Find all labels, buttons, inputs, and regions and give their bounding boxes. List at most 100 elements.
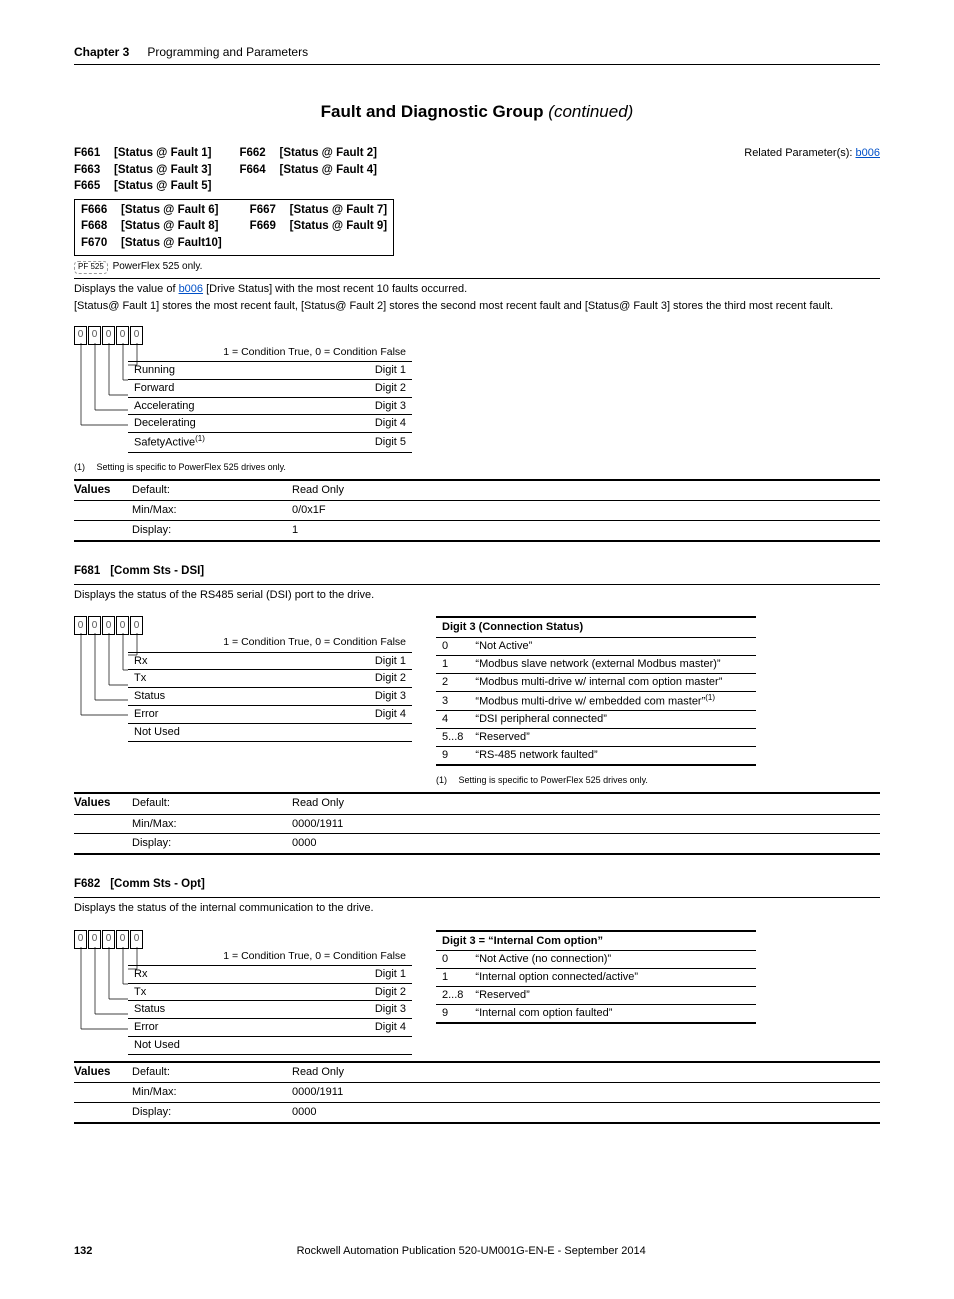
bit-digit: Digit 3 <box>350 397 412 415</box>
status-num: 1 <box>436 656 469 674</box>
bit-row: Not Used <box>128 1037 412 1055</box>
values-head <box>74 1085 132 1100</box>
bit-label: Error <box>128 706 350 724</box>
param-row: F667 [Status @ Fault 7] <box>250 203 387 219</box>
status-num: 0 <box>436 638 469 656</box>
values-row: Display:0000 <box>74 834 880 855</box>
bit-label: Rx <box>128 652 350 670</box>
bit-row: AcceleratingDigit 3 <box>128 397 412 415</box>
param-row: F663[Status @ Fault 3] <box>74 163 211 179</box>
status-row: 9“Internal com option faulted” <box>436 1004 756 1022</box>
status-text: “Reserved” <box>469 987 756 1005</box>
values-val: 0000 <box>292 1105 316 1120</box>
values-row: ValuesDefault:Read Only <box>74 792 880 815</box>
status-num: 2...8 <box>436 987 469 1005</box>
bit-row: RunningDigit 1 <box>128 361 412 379</box>
status-text: “Modbus multi-drive w/ internal com opti… <box>469 673 756 691</box>
status-text: “Modbus slave network (external Modbus m… <box>469 656 756 674</box>
param-name: [Status @ Fault 4] <box>279 163 376 179</box>
bit-digit: Digit 4 <box>350 706 412 724</box>
status-text: “Modbus multi-drive w/ embedded com mast… <box>469 691 756 711</box>
b006-link[interactable]: b006 <box>179 283 203 295</box>
f681-values: ValuesDefault:Read OnlyMin/Max:0000/1911… <box>74 792 880 855</box>
bit-label: Decelerating <box>128 415 350 433</box>
param-row: F666[Status @ Fault 6] <box>81 203 222 219</box>
f661-boxed-col2: F667 [Status @ Fault 7]F669[Status @ Faul… <box>250 203 387 253</box>
bit-digit: Digit 1 <box>350 361 412 379</box>
status-text: “RS-485 network faulted” <box>469 747 756 765</box>
f661-digit-boxes: 00000 <box>74 326 880 345</box>
values-head <box>74 1105 132 1120</box>
values-key: Min/Max: <box>132 1085 292 1100</box>
values-head: Values <box>74 796 132 812</box>
status-row: 1“Internal option connected/active” <box>436 969 756 987</box>
bit-row: RxDigit 1 <box>128 965 412 983</box>
status-row: 1“Modbus slave network (external Modbus … <box>436 656 756 674</box>
bit-label: Not Used <box>128 1037 350 1055</box>
bit-label: Tx <box>128 983 350 1001</box>
related-prefix: Related Parameter(s): <box>744 147 855 159</box>
status-row: 0“Not Active (no connection)” <box>436 951 756 969</box>
bit-row: StatusDigit 3 <box>128 688 412 706</box>
status-text: “Reserved” <box>469 729 756 747</box>
values-key: Min/Max: <box>132 503 292 518</box>
values-head: Values <box>74 483 132 499</box>
values-val: Read Only <box>292 796 344 812</box>
f661-desc1: Displays the value of b006 [Drive Status… <box>74 282 880 297</box>
values-row: ValuesDefault:Read Only <box>74 1061 880 1084</box>
status-num: 2 <box>436 673 469 691</box>
bit-digit: Digit 2 <box>350 670 412 688</box>
param-code: F661 <box>74 146 104 162</box>
param-code: F665 <box>74 179 104 195</box>
bit-digit: Digit 1 <box>350 652 412 670</box>
pf525-badge: PF 525 <box>74 261 108 274</box>
param-code: F670 <box>81 236 111 252</box>
values-key: Min/Max: <box>132 817 292 832</box>
bit-row: TxDigit 2 <box>128 983 412 1001</box>
param-code: F669 <box>250 219 280 235</box>
status-row: 0“Not Active” <box>436 638 756 656</box>
bit-label: Status <box>128 1001 350 1019</box>
bit-digit: Digit 1 <box>350 965 412 983</box>
pf525-note: PF 525 PowerFlex 525 only. <box>74 260 394 274</box>
bit-row: SafetyActive(1)Digit 5 <box>128 433 412 453</box>
f681-name: [Comm Sts - DSI] <box>110 564 204 580</box>
param-code: F666 <box>81 203 111 219</box>
param-name: [Status @ Fault10] <box>121 236 222 252</box>
param-row: F661 [Status @ Fault 1] <box>74 146 211 162</box>
param-row: F669[Status @ Fault 9] <box>250 219 387 235</box>
f661-col1: F661 [Status @ Fault 1]F663[Status @ Faul… <box>74 146 211 196</box>
bit-digit: Digit 4 <box>350 415 412 433</box>
f661-values: ValuesDefault:Read OnlyMin/Max:0/0x1FDis… <box>74 479 880 542</box>
values-val: 0/0x1F <box>292 503 326 518</box>
bit-digit: Digit 2 <box>350 379 412 397</box>
status-num: 4 <box>436 711 469 729</box>
values-row: Min/Max:0000/1911 <box>74 815 880 835</box>
bit-row: Not Used <box>128 724 412 742</box>
values-val: 1 <box>292 523 298 538</box>
param-code: F667 <box>250 203 280 219</box>
values-val: 0000 <box>292 836 316 851</box>
values-val: Read Only <box>292 483 344 499</box>
values-row: Min/Max:0000/1911 <box>74 1083 880 1103</box>
bit-label: SafetyActive(1) <box>128 433 350 453</box>
bit-label: Rx <box>128 965 350 983</box>
publication-info: Rockwell Automation Publication 520-UM00… <box>297 1244 646 1259</box>
f661-col2: F662[Status @ Fault 2]F664[Status @ Faul… <box>239 146 376 196</box>
status-text: “DSI peripheral connected” <box>469 711 756 729</box>
values-val: Read Only <box>292 1065 344 1081</box>
param-name: [Status @ Fault 7] <box>290 203 387 219</box>
bit-row: RxDigit 1 <box>128 652 412 670</box>
values-row: ValuesDefault:Read Only <box>74 479 880 502</box>
param-name: [Status @ Fault 3] <box>114 163 211 179</box>
bit-label: Accelerating <box>128 397 350 415</box>
param-name: [Status @ Fault 1] <box>114 146 211 162</box>
f681-status-table: Digit 3 (Connection Status)0“Not Active”… <box>436 616 756 765</box>
section-title: Fault and Diagnostic Group (continued) <box>74 101 880 124</box>
status-num: 0 <box>436 951 469 969</box>
bit-row: ForwardDigit 2 <box>128 379 412 397</box>
f661-cond-note: 1 = Condition True, 0 = Condition False <box>128 345 412 359</box>
f661-bit-table: RunningDigit 1ForwardDigit 2Accelerating… <box>128 361 412 453</box>
related-link[interactable]: b006 <box>856 147 880 159</box>
bit-label: Status <box>128 688 350 706</box>
